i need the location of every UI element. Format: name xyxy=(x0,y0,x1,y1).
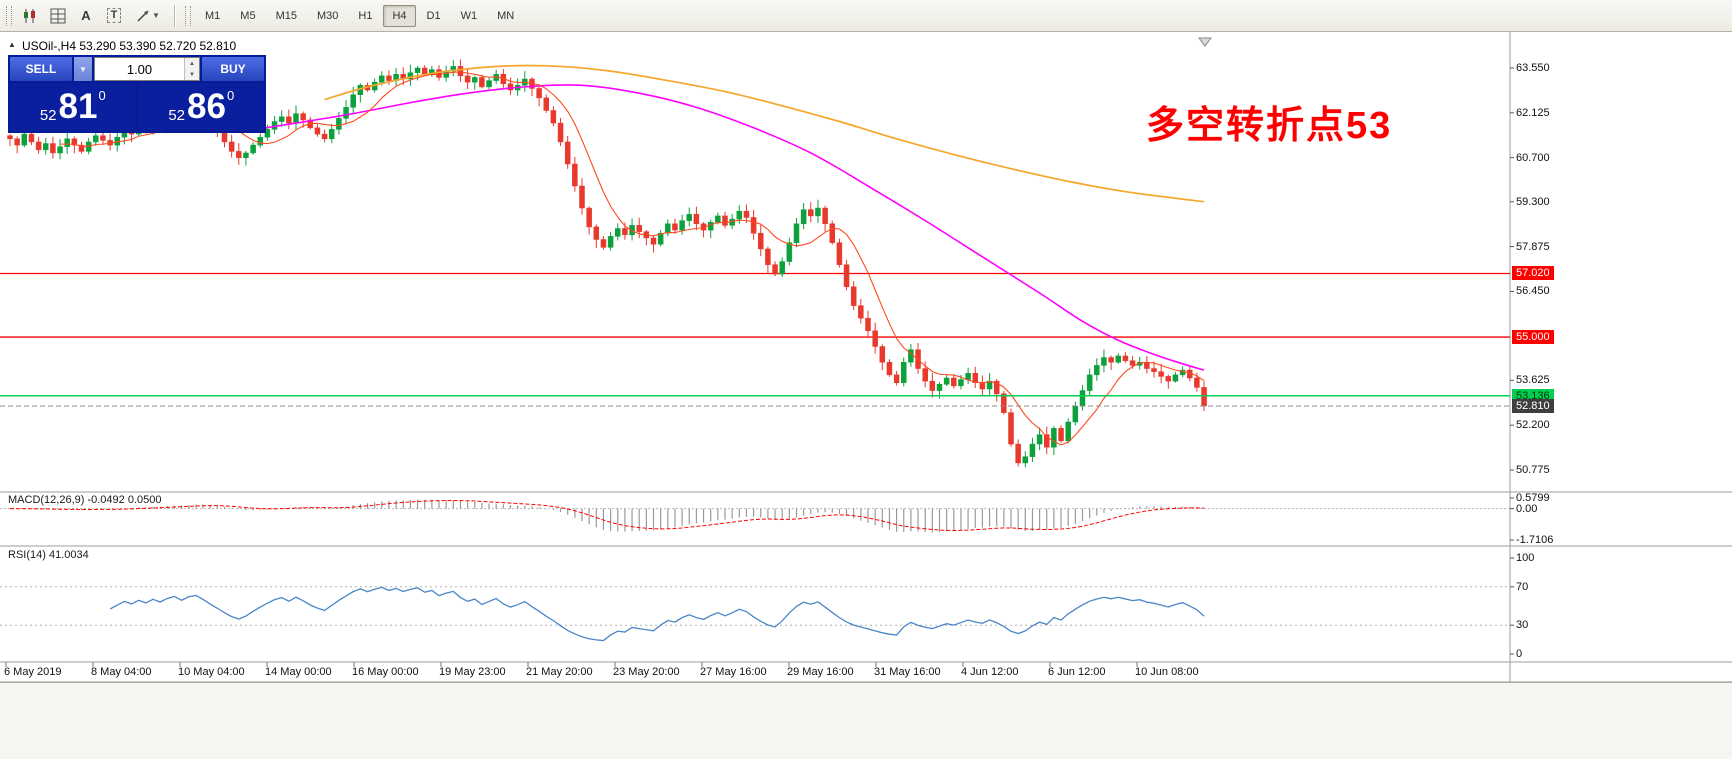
timeframe-group: M1 M5 M15 M30 H1 H4 D1 W1 MN xyxy=(195,4,524,27)
timeframe-mn[interactable]: MN xyxy=(497,9,515,22)
timeframe-d1[interactable]: D1 xyxy=(426,9,441,22)
volume-dropdown-button[interactable]: ▼ xyxy=(74,57,92,81)
macd-label: MACD(12,26,9) -0.0492 0.0500 xyxy=(8,494,162,506)
toolbar: A T ▼ M1 M5 M15 M30 H1 H4 D1 W1 MN xyxy=(0,0,1732,32)
timeframe-m30[interactable]: M30 xyxy=(316,9,339,22)
rsi-line xyxy=(109,586,1205,642)
ma-mid-line xyxy=(245,84,1205,371)
sell-price-pip: 0 xyxy=(98,88,106,103)
chart-shift-marker[interactable] xyxy=(1198,37,1212,47)
timeframe-m5[interactable]: M5 xyxy=(240,9,256,22)
toolbar-grip[interactable] xyxy=(185,5,191,26)
buy-button[interactable]: BUY xyxy=(202,57,264,81)
ma-fast-line xyxy=(60,71,1205,446)
price-axis[interactable] xyxy=(1510,32,1732,682)
draw-tools-icon[interactable]: ▼ xyxy=(128,3,168,29)
timeframe-m15[interactable]: M15 xyxy=(275,9,297,22)
timeframe-m1[interactable]: M1 xyxy=(205,9,221,22)
toolbar-separator xyxy=(174,4,175,27)
label-tool-icon[interactable]: A xyxy=(81,8,91,23)
timeframe-h4[interactable]: H4 xyxy=(383,4,416,27)
one-click-collapse-button[interactable]: ▲ xyxy=(8,40,16,49)
candlestick-style-icon[interactable] xyxy=(16,3,44,29)
volume-decrement-button[interactable]: ▼ xyxy=(185,69,199,80)
timeframe-w1[interactable]: W1 xyxy=(460,9,478,22)
volume-input[interactable] xyxy=(95,58,184,80)
text-tool-icon[interactable]: T xyxy=(100,3,128,29)
toolbar-grip[interactable] xyxy=(6,5,12,26)
sell-price-display[interactable]: 52 81 0 xyxy=(10,83,136,131)
buy-price-display[interactable]: 52 86 0 xyxy=(138,83,264,131)
chevron-down-icon: ▼ xyxy=(152,11,160,20)
chart-symbol-info: USOil-,H4 53.290 53.390 52.720 52.810 xyxy=(22,39,237,53)
rsi-label: RSI(14) 41.0034 xyxy=(8,549,89,561)
sell-price-main: 81 xyxy=(58,87,98,126)
buy-price-big-figure: 52 xyxy=(168,107,185,124)
bottom-strip xyxy=(0,682,1732,759)
macd-histogram xyxy=(16,499,1205,533)
indicator-grid-icon[interactable] xyxy=(44,3,72,29)
buy-price-pip: 0 xyxy=(226,88,235,103)
volume-increment-button[interactable]: ▲ xyxy=(185,58,199,69)
chart-canvas[interactable] xyxy=(0,32,1732,759)
volume-spinner: ▲ ▼ xyxy=(184,58,199,80)
ma-slow-line xyxy=(324,64,1205,203)
buy-price-main: 86 xyxy=(187,87,226,126)
sell-button[interactable]: SELL xyxy=(10,57,72,81)
one-click-trading-panel: SELL ▼ ▲ ▼ BUY 52 81 0 52 xyxy=(8,55,266,133)
chart-text-annotation: 多空转折点53 xyxy=(1146,105,1393,147)
chart-area[interactable]: 63.550 62.125 60.700 59.300 57.875 56.450 53.6… xyxy=(0,32,1732,759)
sell-price-big-figure: 52 xyxy=(39,107,57,124)
macd-signal-line xyxy=(9,500,1205,531)
time-axis[interactable] xyxy=(0,662,1510,682)
volume-field-wrap: ▲ ▼ xyxy=(94,57,200,81)
timeframe-h1[interactable]: H1 xyxy=(358,9,373,22)
candles-layer xyxy=(7,59,1207,468)
